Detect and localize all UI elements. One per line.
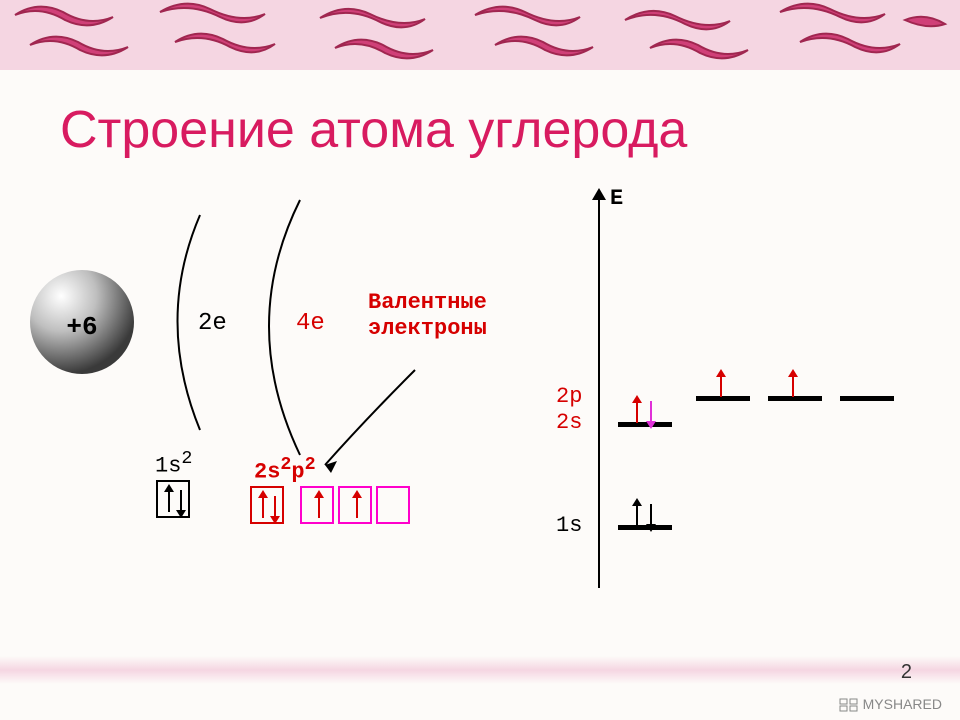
level-2p-dash-3 [840, 396, 894, 401]
config-1s-text: 1s [155, 453, 181, 478]
orbital-2s-box [250, 486, 284, 524]
e-1s-up [636, 504, 638, 526]
config-p-sup: 2 [305, 454, 316, 475]
config-p-text: p [291, 459, 304, 484]
orbital-2p3-box [376, 486, 410, 524]
config-1s-sup: 2 [181, 448, 192, 469]
config-2sp-label: 2s2p2 [254, 454, 316, 484]
energy-axis [598, 198, 600, 588]
orbital-1s-box [156, 480, 190, 518]
level-1s-label: 1s [556, 513, 582, 538]
diagram-region: +6 2e 4e Валентные электроны 1s2 2s2p2 [0, 190, 960, 630]
slide-title: Строение атома углерода [60, 100, 687, 160]
valence-electrons-label-line1: Валентные [368, 290, 487, 315]
energy-axis-label: E [610, 186, 623, 211]
watermark-text: MYSHARED [863, 696, 942, 712]
decorative-top-border [0, 0, 960, 70]
level-2p-dash-1 [696, 396, 750, 401]
decorative-bottom-border [0, 656, 960, 684]
level-1s-dash [618, 525, 672, 530]
e-2p2-up [792, 375, 794, 397]
e-1s-down [650, 504, 652, 526]
slide-root: Строение атома углерода +6 [0, 0, 960, 720]
e-2p1-up [720, 375, 722, 397]
orbital-2p1-box [300, 486, 334, 524]
electron-shells [0, 190, 470, 590]
e-2s-up [636, 401, 638, 423]
level-2p-dash-2 [768, 396, 822, 401]
shell-2-label: 4e [296, 310, 325, 337]
level-2s-label: 2s [556, 410, 582, 435]
valence-electrons-label-line2: электроны [368, 316, 487, 341]
config-2s-sup: 2 [280, 454, 291, 475]
level-2p-label: 2p [556, 384, 582, 409]
config-2s-text: 2s [254, 459, 280, 484]
page-number: 2 [901, 661, 912, 684]
watermark-icon [839, 698, 859, 712]
config-1s-label: 1s2 [155, 448, 192, 478]
swish-pattern [0, 0, 960, 70]
level-2s-dash [618, 422, 672, 427]
orbital-2p2-box [338, 486, 372, 524]
watermark: MYSHARED [839, 696, 942, 712]
e-2s-down [650, 401, 652, 423]
shell-1-label: 2e [198, 310, 227, 337]
